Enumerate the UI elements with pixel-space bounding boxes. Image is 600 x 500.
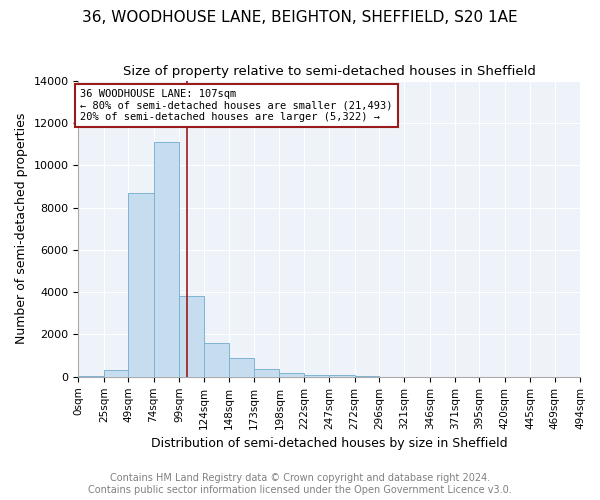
Bar [154,142,179,377]
Bar [304,374,329,377]
Bar [179,296,205,377]
Title: Size of property relative to semi-detached houses in Sheffield: Size of property relative to semi-detach… [123,65,536,78]
Bar [79,376,104,377]
Bar [280,372,304,377]
Y-axis label: Number of semi-detached properties: Number of semi-detached properties [15,113,28,344]
Text: 36 WOODHOUSE LANE: 107sqm
← 80% of semi-detached houses are smaller (21,493)
20%: 36 WOODHOUSE LANE: 107sqm ← 80% of semi-… [80,89,393,122]
Bar [329,375,355,377]
Text: Contains HM Land Registry data © Crown copyright and database right 2024.
Contai: Contains HM Land Registry data © Crown c… [88,474,512,495]
Bar [254,369,280,377]
Bar [205,343,229,377]
Bar [128,192,154,377]
Bar [355,376,379,377]
Bar [229,358,254,377]
Bar [104,370,128,377]
X-axis label: Distribution of semi-detached houses by size in Sheffield: Distribution of semi-detached houses by … [151,437,508,450]
Text: 36, WOODHOUSE LANE, BEIGHTON, SHEFFIELD, S20 1AE: 36, WOODHOUSE LANE, BEIGHTON, SHEFFIELD,… [82,10,518,25]
